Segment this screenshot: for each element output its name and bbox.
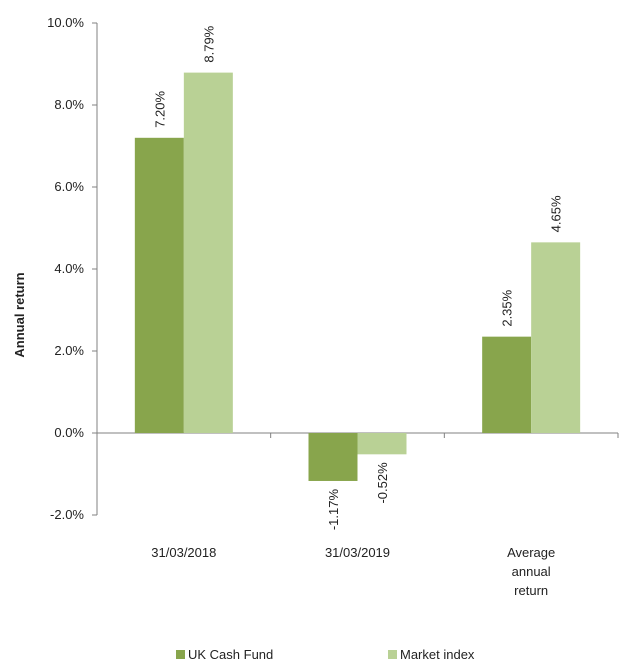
y-tick-label: 6.0%: [54, 179, 84, 194]
data-label: -0.52%: [375, 462, 390, 504]
legend-label: UK Cash Fund: [188, 647, 273, 662]
legend: UK Cash Fund Market index: [176, 647, 475, 662]
y-tick-label: -2.0%: [50, 507, 84, 522]
x-category-label: return: [514, 583, 548, 598]
axes: -2.0% 0.0% 2.0% 4.0% 6.0% 8.0% 10.0% 31/03/2018…: [47, 15, 619, 598]
y-tick-label: 4.0%: [54, 261, 84, 276]
data-label: 2.35%: [500, 289, 515, 326]
bars: [134, 72, 581, 481]
bar-uk-cash-fund: [308, 433, 358, 481]
legend-swatch: [388, 650, 397, 659]
y-tick-label: 10.0%: [47, 15, 84, 30]
y-tick-label: 8.0%: [54, 97, 84, 112]
x-category-label: annual: [512, 564, 551, 579]
bar-market-index: [357, 433, 407, 455]
data-labels: 7.20% 8.79% -1.17% -0.52% 2.35% 4.65%: [152, 25, 563, 530]
bar-market-index: [531, 242, 581, 433]
x-category-label: Average: [507, 545, 555, 560]
bar-market-index: [183, 72, 233, 434]
y-axis-label: Annual return: [12, 272, 27, 357]
x-category-label: 31/03/2019: [325, 545, 390, 560]
bar-uk-cash-fund: [134, 137, 184, 434]
data-label: 8.79%: [201, 25, 216, 62]
data-label: 4.65%: [549, 195, 564, 232]
y-tick-label: 2.0%: [54, 343, 84, 358]
x-category-label: 31/03/2018: [151, 545, 216, 560]
legend-label: Market index: [400, 647, 475, 662]
bar-uk-cash-fund: [482, 336, 532, 433]
legend-swatch: [176, 650, 185, 659]
data-label: -1.17%: [326, 489, 341, 531]
data-label: 7.20%: [152, 90, 167, 127]
y-tick-label: 0.0%: [54, 425, 84, 440]
